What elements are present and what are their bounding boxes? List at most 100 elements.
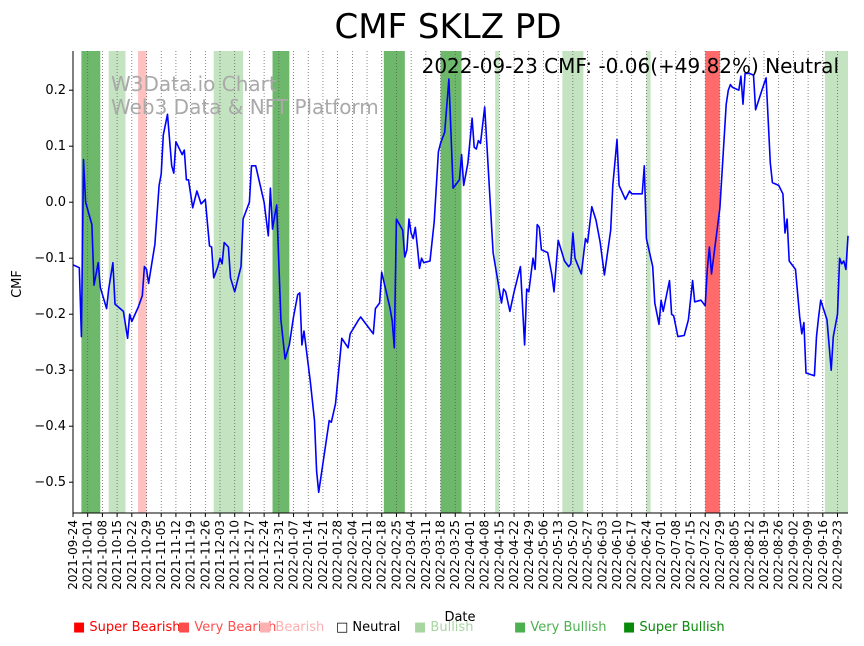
- sentiment-band-6: [383, 51, 405, 513]
- x-tick-label-50: 2022-09-09: [801, 520, 815, 590]
- chart-title: CMF SKLZ PD: [334, 7, 561, 47]
- legend-marker: ■: [178, 620, 195, 635]
- y-tick-label-4: −0.2: [34, 307, 66, 322]
- x-axis-label: Date: [444, 610, 475, 625]
- watermark-line-1: W3Data.io Chart: [111, 72, 277, 96]
- x-tick-label-3: 2021-10-15: [110, 520, 124, 590]
- sentiment-band-4: [215, 51, 244, 513]
- x-tick-label-22: 2022-02-25: [389, 520, 403, 590]
- x-tick-label-47: 2022-08-19: [757, 520, 771, 590]
- x-tick-label-2: 2021-10-08: [95, 520, 109, 590]
- x-tick-label-0: 2021-09-24: [66, 520, 80, 590]
- legend-item-bullish: ■ Bullish: [414, 620, 473, 635]
- legend-marker: ■: [623, 620, 640, 635]
- x-tick-label-18: 2022-01-28: [331, 520, 345, 590]
- x-tick-label-25: 2022-03-18: [434, 520, 448, 590]
- x-tick-label-10: 2021-12-03: [213, 520, 227, 590]
- x-tick-label-36: 2022-06-03: [595, 520, 609, 590]
- x-tick-label-21: 2022-02-18: [375, 520, 389, 590]
- legend-item-neutral: □ Neutral: [336, 620, 400, 635]
- cmf-series-line: [72, 72, 849, 494]
- sentiment-band-0: [81, 51, 101, 513]
- y-tick-label-1: 0.1: [45, 139, 66, 154]
- x-tick-label-46: 2022-08-12: [742, 520, 756, 590]
- sentiment-band-2: [138, 51, 147, 513]
- legend-item-super-bullish: ■ Super Bullish: [623, 620, 725, 635]
- x-tick-label-48: 2022-08-26: [772, 520, 786, 590]
- x-tick-label-33: 2022-05-13: [551, 520, 565, 590]
- y-tick-label-0: 0.2: [45, 83, 66, 98]
- y-axis-label: CMF: [10, 270, 25, 298]
- x-tick-label-42: 2022-07-15: [683, 520, 697, 590]
- legend-item-bearish: ■ Bearish: [259, 620, 324, 635]
- x-tick-label-52: 2022-09-23: [830, 520, 844, 590]
- legend-label: Very Bearish: [194, 620, 277, 635]
- x-tick-label-1: 2021-10-01: [81, 520, 95, 590]
- legend-label: Bearish: [275, 620, 325, 635]
- legend-marker: □: [336, 620, 353, 635]
- x-tick-label-26: 2022-03-25: [448, 520, 462, 590]
- x-tick-label-39: 2022-06-24: [639, 520, 653, 590]
- sentiment-band-5: [272, 51, 290, 513]
- legend-item-very-bullish: ■ Very Bullish: [514, 620, 606, 635]
- x-tick-label-35: 2022-05-27: [581, 520, 595, 590]
- sentiment-band-12: [824, 51, 848, 513]
- x-tick-label-30: 2022-04-22: [507, 520, 521, 590]
- x-tick-label-45: 2022-08-05: [728, 520, 742, 590]
- x-tick-label-5: 2021-10-29: [140, 520, 154, 590]
- x-tick-label-13: 2021-12-24: [257, 520, 271, 590]
- x-tick-label-15: 2022-01-07: [287, 520, 301, 590]
- x-tick-label-9: 2021-11-26: [198, 520, 212, 590]
- x-tick-label-6: 2021-11-05: [154, 520, 168, 590]
- x-tick-label-44: 2022-07-29: [713, 520, 727, 590]
- x-tick-label-24: 2022-03-11: [419, 520, 433, 590]
- x-tick-label-40: 2022-07-01: [654, 520, 668, 590]
- legend-label: Very Bullish: [530, 620, 607, 635]
- y-tick-label-5: −0.3: [34, 363, 66, 378]
- legend-marker: ■: [259, 620, 276, 635]
- legend-label: Bullish: [430, 620, 474, 635]
- legend-marker: ■: [414, 620, 431, 635]
- x-tick-label-19: 2022-02-04: [345, 520, 359, 590]
- y-tick-label-7: −0.5: [34, 475, 66, 490]
- legend-item-very-bearish: ■ Very Bearish: [178, 620, 276, 635]
- x-tick-label-12: 2021-12-17: [242, 520, 256, 590]
- x-tick-label-8: 2021-11-19: [184, 520, 198, 590]
- x-tick-label-51: 2022-09-16: [816, 520, 830, 590]
- legend: ■ Super Bearish ■ Very Bearish ■ Bearish □ …: [73, 620, 853, 638]
- chart-annotation: 2022-09-23 CMF: -0.06(+49.82%) Neutral: [422, 54, 839, 78]
- x-tick-label-16: 2022-01-14: [301, 520, 315, 590]
- y-tick-label-2: 0.0: [45, 195, 66, 210]
- x-tick-label-27: 2022-04-01: [463, 520, 477, 590]
- sentiment-band-11: [705, 51, 720, 513]
- x-tick-label-14: 2021-12-31: [272, 520, 286, 590]
- watermark-line-2: Web3 Data & NFT Platform: [111, 95, 379, 119]
- x-tick-label-31: 2022-04-29: [522, 520, 536, 590]
- legend-label: Neutral: [352, 620, 401, 635]
- legend-label: Super Bearish: [89, 620, 181, 635]
- y-tick-label-3: −0.1: [34, 251, 66, 266]
- x-tick-label-4: 2021-10-22: [125, 520, 139, 590]
- x-tick-label-49: 2022-09-02: [786, 520, 800, 590]
- legend-label: Super Bullish: [639, 620, 725, 635]
- x-tick-label-20: 2022-02-11: [360, 520, 374, 590]
- y-tick-label-6: −0.4: [34, 419, 66, 434]
- x-tick-label-7: 2021-11-12: [169, 520, 183, 590]
- x-tick-label-29: 2022-04-15: [492, 520, 506, 590]
- x-tick-label-23: 2022-03-04: [404, 520, 418, 590]
- legend-item-super-bearish: ■ Super Bearish: [73, 620, 181, 635]
- x-tick-label-17: 2022-01-21: [316, 520, 330, 590]
- x-tick-label-11: 2021-12-10: [228, 520, 242, 590]
- x-tick-label-32: 2022-05-06: [536, 520, 550, 590]
- sentiment-band-7: [440, 51, 462, 513]
- x-tick-label-43: 2022-07-22: [698, 520, 712, 590]
- x-tick-label-28: 2022-04-08: [478, 520, 492, 590]
- x-tick-label-38: 2022-06-17: [625, 520, 639, 590]
- legend-marker: ■: [514, 620, 531, 635]
- x-tick-label-34: 2022-05-20: [566, 520, 580, 590]
- legend-marker: ■: [73, 620, 90, 635]
- sentiment-band-10: [646, 51, 651, 513]
- x-tick-label-37: 2022-06-10: [610, 520, 624, 590]
